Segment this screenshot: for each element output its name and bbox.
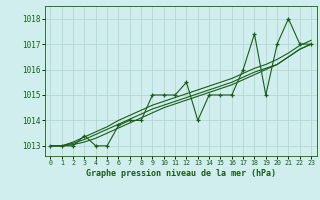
X-axis label: Graphe pression niveau de la mer (hPa): Graphe pression niveau de la mer (hPa) xyxy=(86,169,276,178)
